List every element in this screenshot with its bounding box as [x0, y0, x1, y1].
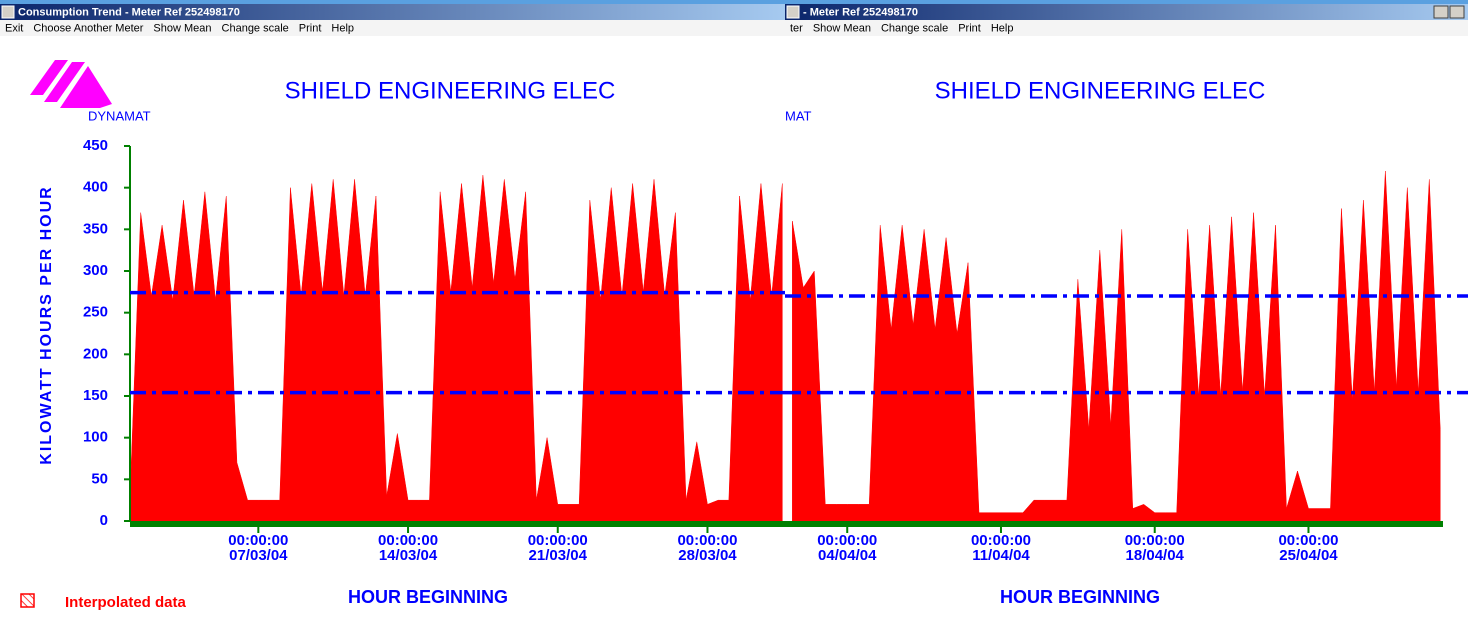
chart-title: SHIELD ENGINEERING ELEC [285, 77, 616, 104]
x-tick-label: 04/04/04 [818, 547, 877, 564]
menu-item[interactable]: Show Mean [813, 22, 871, 34]
logo-chevron [60, 66, 112, 108]
plot [129, 175, 783, 522]
x-tick-label: 28/03/04 [678, 547, 737, 564]
x-tick-label: 00:00:00 [817, 532, 877, 549]
menu-bar [785, 20, 1468, 36]
min-button[interactable] [1433, 5, 1449, 19]
logo-text: MAT [785, 108, 812, 123]
title-bar [785, 4, 1468, 20]
y-tick-label: 400 [83, 179, 108, 196]
menu-item[interactable]: Change scale [881, 22, 948, 34]
logo-chevron [30, 60, 68, 95]
max-button[interactable] [1449, 5, 1465, 19]
y-tick-label: 100 [83, 429, 108, 446]
window-title: - Meter Ref 252498170 [803, 6, 918, 18]
x-tick-label: 25/04/04 [1279, 547, 1338, 564]
x-tick-label: 00:00:00 [1125, 532, 1185, 549]
x-axis-label: HOUR BEGINNING [348, 587, 508, 607]
logo-chevron [44, 62, 85, 102]
menu-item[interactable]: Show Mean [153, 22, 211, 34]
y-axis-label: KILOWATT HOURS PER HOUR [38, 185, 55, 464]
menu-item[interactable]: Help [331, 22, 354, 34]
x-axis-label: HOUR BEGINNING [1000, 587, 1160, 607]
menu-bar [0, 20, 785, 36]
legend-swatch [20, 593, 35, 608]
y-tick-label: 150 [83, 387, 108, 404]
x-tick-label: 00:00:00 [971, 532, 1031, 549]
y-tick-label: 300 [83, 262, 108, 279]
y-tick-label: 250 [83, 304, 108, 321]
legend-label: Interpolated data [65, 594, 187, 611]
title-bar [0, 4, 785, 20]
menu-item[interactable]: Print [958, 22, 981, 34]
x-tick-label: 00:00:00 [677, 532, 737, 549]
window: Consumption Trend - Meter Ref 252498170 E… [0, 4, 785, 635]
menu-item[interactable]: ter [790, 22, 803, 34]
consumption-area [129, 175, 783, 522]
chart-title: SHIELD ENGINEERING ELEC [935, 77, 1266, 104]
x-tick-label: 11/04/04 [972, 547, 1030, 564]
x-tick-label: 00:00:00 [228, 532, 288, 549]
menu-item[interactable]: Exit [5, 22, 23, 34]
y-tick-label: 0 [100, 512, 108, 529]
logo-text: DYNAMAT [88, 108, 151, 123]
x-tick-label: 14/03/04 [379, 547, 438, 564]
y-tick-label: 200 [83, 345, 108, 362]
window-icon [1, 5, 15, 19]
y-tick-label: 50 [91, 470, 108, 487]
menu-item[interactable]: Choose Another Meter [33, 22, 143, 34]
menu-item[interactable]: Print [299, 22, 322, 34]
x-tick-label: 07/03/04 [229, 547, 288, 564]
y-tick-label: 350 [83, 220, 108, 237]
window-title: Consumption Trend - Meter Ref 252498170 [18, 6, 240, 18]
window-icon [786, 5, 800, 19]
x-tick-label: 21/03/04 [529, 547, 588, 564]
x-tick-label: 00:00:00 [1278, 532, 1338, 549]
x-tick-label: 00:00:00 [378, 532, 438, 549]
x-tick-label: 00:00:00 [528, 532, 588, 549]
x-tick-label: 18/04/04 [1126, 547, 1185, 564]
x-axis-baseline [785, 521, 1443, 527]
logo [30, 60, 112, 108]
y-tick-label: 450 [83, 137, 108, 154]
menu-item[interactable]: Help [991, 22, 1014, 34]
menu-item[interactable]: Change scale [222, 22, 289, 34]
x-axis-baseline [130, 521, 785, 527]
